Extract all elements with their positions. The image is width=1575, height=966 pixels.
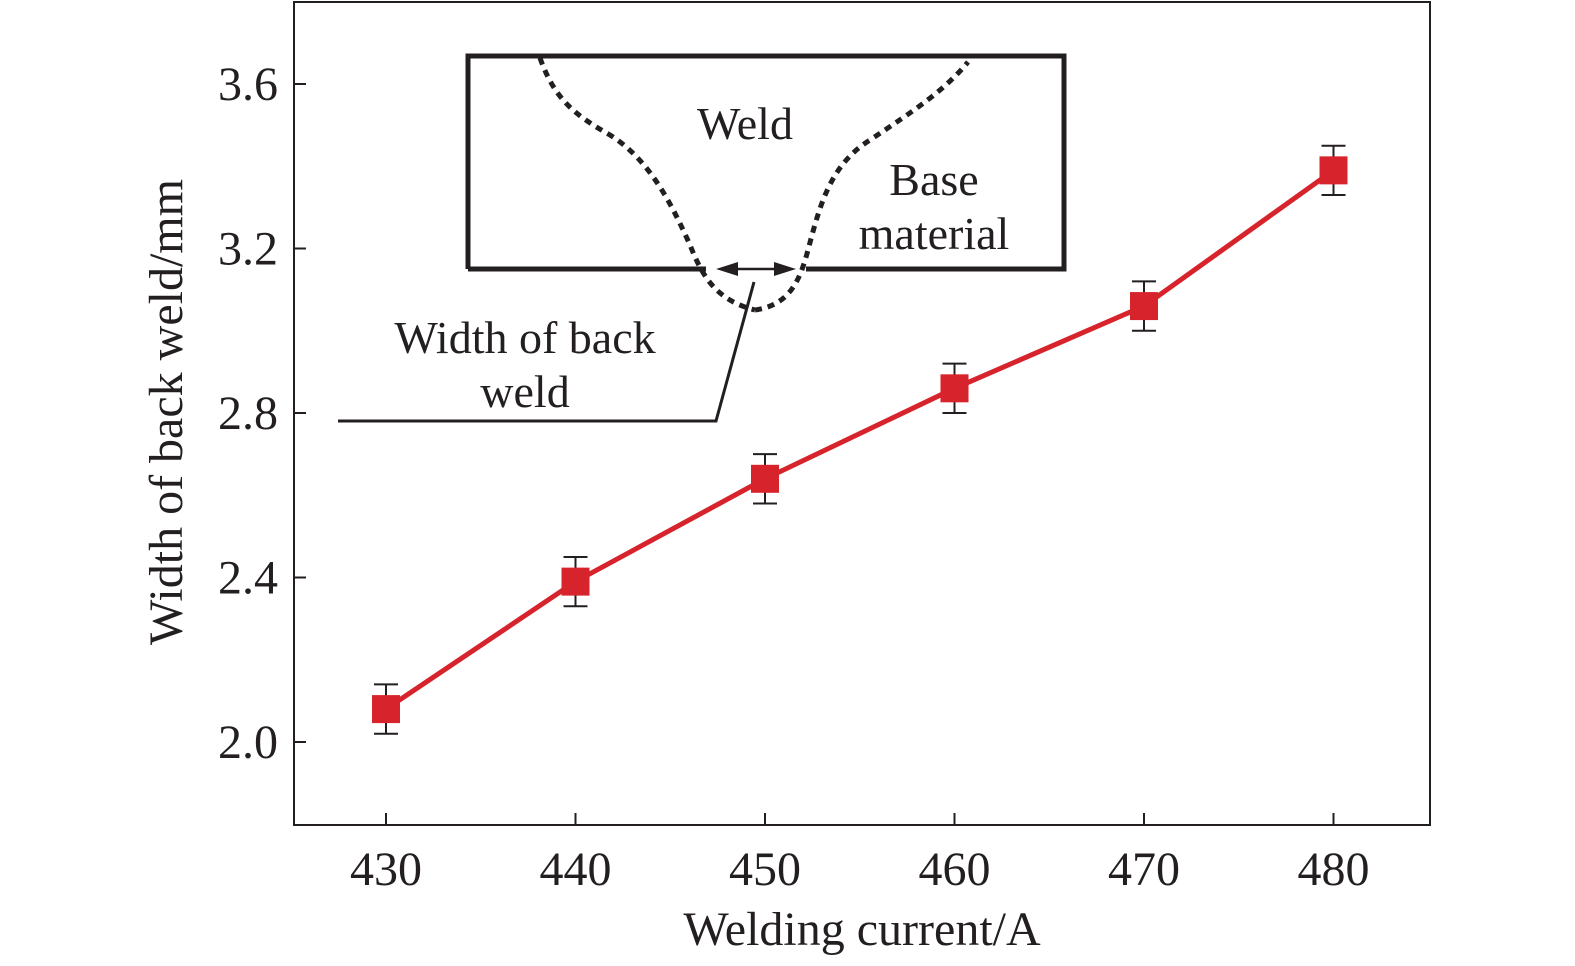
y-tick-label: 2.4 [218,552,278,605]
weld-inset-diagram: Weld Base material Width of back weld [338,53,1067,423]
y-tick-label: 3.6 [218,58,278,111]
y-tick-label: 2.0 [218,716,278,769]
x-tick-label: 440 [540,843,612,896]
inset-base-label-line2: material [859,208,1010,259]
data-point [1319,156,1348,185]
inset-base-label-line1: Base [889,154,978,205]
data-point [561,567,590,596]
data-point [372,695,400,724]
width-arrow-head-left [716,262,738,276]
inset-box [465,53,1067,272]
width-arrow-head-right [774,262,796,276]
plot-frame [293,1,1431,826]
x-tick-label: 480 [1298,843,1370,896]
series-layer [372,144,1348,735]
y-axis-label: Width of back weld/mm [140,179,193,645]
inset-width-label-line1: Width of back [394,312,655,363]
y-tick-label: 2.8 [218,387,278,440]
inset-weld-label: Weld [697,98,793,149]
data-point [751,464,779,493]
inset-width-label-line2: weld [480,366,569,417]
x-axis-ticks: 430 440 450 460 470 480 [350,813,1370,896]
x-tick-label: 460 [919,843,991,896]
y-axis-ticks: 2.0 2.4 2.8 3.2 3.6 [218,58,306,769]
weld-boundary-right [754,60,970,313]
series-line [384,168,1335,712]
x-axis-label: Welding current/A [683,903,1041,956]
data-point [1130,292,1158,321]
y-tick-label: 3.2 [218,223,278,276]
x-tick-label: 450 [729,843,801,896]
width-leader-line [338,281,756,423]
x-tick-label: 430 [350,843,422,896]
x-tick-label: 470 [1108,843,1180,896]
weld-boundary-left [537,57,756,313]
data-point [940,374,969,403]
